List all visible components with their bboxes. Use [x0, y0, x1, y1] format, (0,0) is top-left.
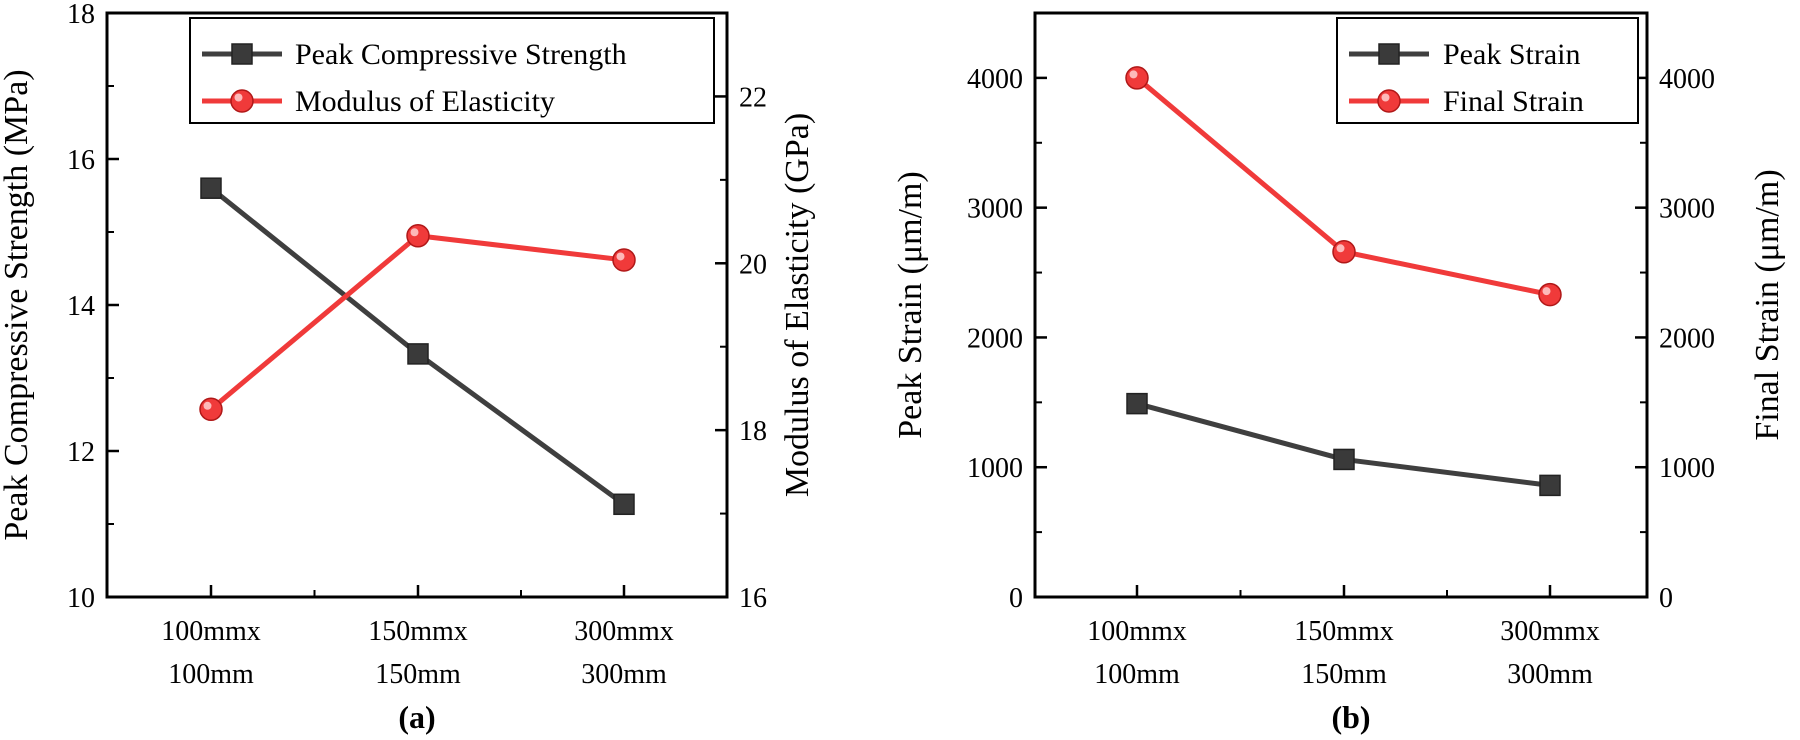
left-axis-label: Peak Strain (μm/m) — [892, 171, 929, 439]
right-tick-label: 22 — [739, 82, 767, 113]
plot-frame — [1033, 11, 1649, 599]
x-tick-label-line2: 300mm — [581, 659, 667, 690]
data-point-circle — [1332, 240, 1356, 264]
legend-marker-highlight — [234, 93, 243, 102]
data-point-highlight — [1129, 70, 1138, 79]
data-point-circle — [1538, 282, 1562, 307]
x-tick-label-line1: 300mmx — [574, 616, 674, 647]
panel-label: (b) — [1331, 699, 1370, 735]
legend-label: Final Strain — [1443, 85, 1584, 118]
x-tick-label-line1: 100mmx — [161, 616, 261, 647]
legend-marker-square — [231, 43, 253, 65]
x-tick-label-line2: 100mm — [168, 659, 254, 690]
data-point-circle — [612, 248, 636, 272]
data-point-circle — [1125, 66, 1149, 90]
data-point-highlight — [1336, 244, 1345, 253]
left-tick-label: 18 — [67, 0, 95, 30]
data-point-circle — [406, 224, 430, 248]
data-point-circle — [199, 397, 223, 422]
left-tick-label: 4000 — [967, 64, 1023, 95]
data-point-square — [407, 343, 429, 365]
data-point-square — [1539, 474, 1561, 497]
legend-marker-square — [1378, 43, 1400, 65]
data-point-highlight — [1542, 287, 1551, 296]
x-tick-label-line1: 300mmx — [1500, 616, 1600, 647]
series-line-0 — [1136, 401, 1551, 488]
legend-marker-highlight — [1381, 93, 1390, 102]
right-tick-label: 16 — [739, 583, 767, 614]
right-tick-label: 2000 — [1659, 323, 1715, 354]
x-tick-label-line2: 300mm — [1507, 659, 1593, 690]
right-tick-label: 20 — [739, 249, 767, 280]
legend-label: Modulus of Elasticity — [295, 85, 555, 118]
data-point-highlight — [616, 252, 625, 261]
legend-label: Peak Strain — [1443, 38, 1580, 71]
right-tick-label: 4000 — [1659, 64, 1715, 95]
legend-box — [189, 17, 715, 124]
right-axis-label: Modulus of Elasticity (GPa) — [779, 113, 816, 497]
left-tick-label: 12 — [67, 437, 95, 468]
data-point-square — [1126, 392, 1148, 415]
left-tick-label: 2000 — [967, 323, 1023, 354]
left-tick-label: 10 — [67, 583, 95, 614]
left-tick-label: 14 — [67, 291, 95, 322]
data-point-square — [613, 493, 635, 516]
right-tick-label: 3000 — [1659, 194, 1715, 225]
data-point-square — [200, 177, 222, 199]
legend-marker-circle — [1377, 89, 1401, 113]
data-point-highlight — [410, 228, 419, 237]
left-tick-label: 0 — [1009, 583, 1023, 614]
right-axis-label: Final Strain (μm/m) — [1749, 169, 1786, 440]
left-tick-label: 3000 — [967, 194, 1023, 225]
panel-a: 10 12 14 16 18 16 18 20 22 100mmx 100mm 150mmx 150mm… — [0, 0, 816, 735]
right-tick-label: 1000 — [1659, 453, 1715, 484]
panel-b: 0 1000 2000 3000 4000 0 1000 2000 3000 4000 100mmx… — [892, 11, 1786, 735]
x-tick-label-line2: 150mm — [375, 659, 461, 690]
series-line-1 — [209, 233, 625, 412]
x-tick-label-line1: 150mmx — [368, 616, 468, 647]
x-tick-label-line2: 100mm — [1094, 659, 1180, 690]
x-tick-label-line1: 100mmx — [1087, 616, 1187, 647]
left-tick-label: 1000 — [967, 453, 1023, 484]
panel-label: (a) — [398, 699, 435, 735]
right-tick-label: 18 — [739, 416, 767, 447]
x-tick-label-line2: 150mm — [1301, 659, 1387, 690]
left-tick-label: 16 — [67, 145, 95, 176]
right-tick-label: 0 — [1659, 583, 1673, 614]
data-point-square — [1333, 448, 1355, 471]
data-point-highlight — [203, 401, 212, 410]
x-tick-label-line1: 150mmx — [1294, 616, 1394, 647]
legend-label: Peak Compressive Strength — [295, 38, 627, 71]
legend-marker-circle — [230, 89, 254, 113]
left-axis-label: Peak Compressive Strength (MPa) — [0, 69, 35, 540]
